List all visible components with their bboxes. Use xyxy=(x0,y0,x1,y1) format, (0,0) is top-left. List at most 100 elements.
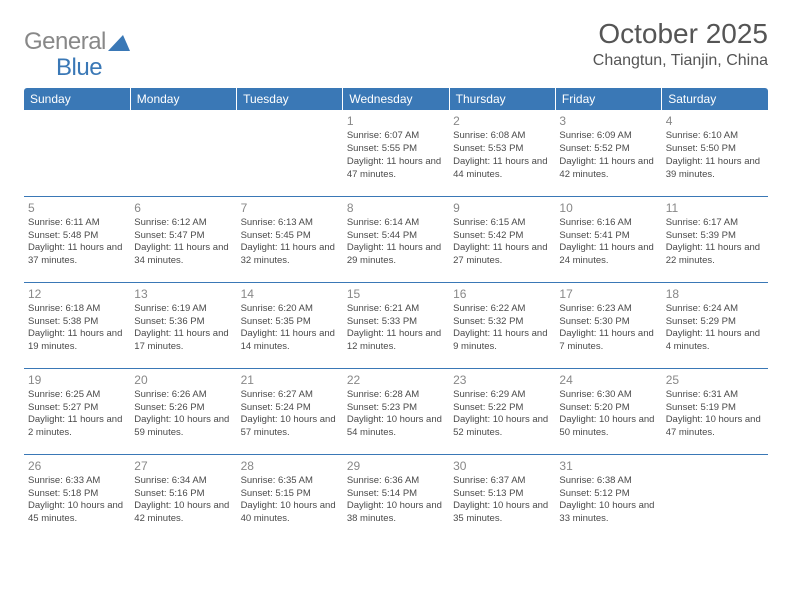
day-number: 12 xyxy=(28,286,126,302)
sunrise-text: Sunrise: 6:17 AM xyxy=(666,217,764,230)
sunset-text: Sunset: 5:15 PM xyxy=(241,488,339,501)
day-number: 4 xyxy=(666,113,764,129)
daylight-text: Daylight: 11 hours and 44 minutes. xyxy=(453,156,551,182)
sunrise-text: Sunrise: 6:15 AM xyxy=(453,217,551,230)
cell-details: Sunrise: 6:13 AMSunset: 5:45 PMDaylight:… xyxy=(241,217,339,268)
dayhead-sunday: Sunday xyxy=(24,88,130,110)
day-number: 6 xyxy=(134,200,232,216)
dayhead-monday: Monday xyxy=(130,88,236,110)
sunset-text: Sunset: 5:18 PM xyxy=(28,488,126,501)
sunset-text: Sunset: 5:29 PM xyxy=(666,316,764,329)
dayhead-tuesday: Tuesday xyxy=(237,88,343,110)
calendar-cell: 3Sunrise: 6:09 AMSunset: 5:52 PMDaylight… xyxy=(555,110,661,196)
daylight-text: Daylight: 11 hours and 39 minutes. xyxy=(666,156,764,182)
sunset-text: Sunset: 5:42 PM xyxy=(453,230,551,243)
dayhead-wednesday: Wednesday xyxy=(343,88,449,110)
day-number: 28 xyxy=(241,458,339,474)
calendar-cell: 6Sunrise: 6:12 AMSunset: 5:47 PMDaylight… xyxy=(130,196,236,282)
sunset-text: Sunset: 5:35 PM xyxy=(241,316,339,329)
calendar-cell xyxy=(237,110,343,196)
sunset-text: Sunset: 5:27 PM xyxy=(28,402,126,415)
sunrise-text: Sunrise: 6:13 AM xyxy=(241,217,339,230)
calendar-cell: 7Sunrise: 6:13 AMSunset: 5:45 PMDaylight… xyxy=(237,196,343,282)
day-number: 26 xyxy=(28,458,126,474)
day-number: 1 xyxy=(347,113,445,129)
daylight-text: Daylight: 11 hours and 42 minutes. xyxy=(559,156,657,182)
calendar-cell: 24Sunrise: 6:30 AMSunset: 5:20 PMDayligh… xyxy=(555,368,661,454)
calendar-cell: 27Sunrise: 6:34 AMSunset: 5:16 PMDayligh… xyxy=(130,454,236,540)
day-number: 18 xyxy=(666,286,764,302)
sunset-text: Sunset: 5:24 PM xyxy=(241,402,339,415)
calendar-cell: 23Sunrise: 6:29 AMSunset: 5:22 PMDayligh… xyxy=(449,368,555,454)
cell-details: Sunrise: 6:23 AMSunset: 5:30 PMDaylight:… xyxy=(559,303,657,354)
daylight-text: Daylight: 10 hours and 45 minutes. xyxy=(28,500,126,526)
sunset-text: Sunset: 5:53 PM xyxy=(453,143,551,156)
sunrise-text: Sunrise: 6:20 AM xyxy=(241,303,339,316)
cell-details: Sunrise: 6:34 AMSunset: 5:16 PMDaylight:… xyxy=(134,475,232,526)
sunset-text: Sunset: 5:12 PM xyxy=(559,488,657,501)
calendar-cell xyxy=(130,110,236,196)
day-number: 29 xyxy=(347,458,445,474)
day-number: 31 xyxy=(559,458,657,474)
cell-details: Sunrise: 6:15 AMSunset: 5:42 PMDaylight:… xyxy=(453,217,551,268)
daylight-text: Daylight: 11 hours and 17 minutes. xyxy=(134,328,232,354)
day-number: 24 xyxy=(559,372,657,388)
daylight-text: Daylight: 10 hours and 52 minutes. xyxy=(453,414,551,440)
day-number: 23 xyxy=(453,372,551,388)
cell-details: Sunrise: 6:31 AMSunset: 5:19 PMDaylight:… xyxy=(666,389,764,440)
sunrise-text: Sunrise: 6:12 AM xyxy=(134,217,232,230)
cell-details: Sunrise: 6:07 AMSunset: 5:55 PMDaylight:… xyxy=(347,130,445,181)
cell-details: Sunrise: 6:33 AMSunset: 5:18 PMDaylight:… xyxy=(28,475,126,526)
daylight-text: Daylight: 10 hours and 38 minutes. xyxy=(347,500,445,526)
calendar-cell: 28Sunrise: 6:35 AMSunset: 5:15 PMDayligh… xyxy=(237,454,343,540)
calendar-page: General October 2025 Changtun, Tianjin, … xyxy=(0,0,792,550)
sunset-text: Sunset: 5:19 PM xyxy=(666,402,764,415)
daylight-text: Daylight: 11 hours and 32 minutes. xyxy=(241,242,339,268)
calendar-cell: 17Sunrise: 6:23 AMSunset: 5:30 PMDayligh… xyxy=(555,282,661,368)
calendar-cell: 26Sunrise: 6:33 AMSunset: 5:18 PMDayligh… xyxy=(24,454,130,540)
calendar-cell: 5Sunrise: 6:11 AMSunset: 5:48 PMDaylight… xyxy=(24,196,130,282)
daylight-text: Daylight: 11 hours and 7 minutes. xyxy=(559,328,657,354)
daylight-text: Daylight: 11 hours and 2 minutes. xyxy=(28,414,126,440)
sunset-text: Sunset: 5:30 PM xyxy=(559,316,657,329)
calendar-cell xyxy=(662,454,768,540)
calendar-row: 1Sunrise: 6:07 AMSunset: 5:55 PMDaylight… xyxy=(24,110,768,196)
calendar-cell: 22Sunrise: 6:28 AMSunset: 5:23 PMDayligh… xyxy=(343,368,449,454)
sunset-text: Sunset: 5:14 PM xyxy=(347,488,445,501)
sunset-text: Sunset: 5:13 PM xyxy=(453,488,551,501)
calendar-cell: 25Sunrise: 6:31 AMSunset: 5:19 PMDayligh… xyxy=(662,368,768,454)
calendar-row: 26Sunrise: 6:33 AMSunset: 5:18 PMDayligh… xyxy=(24,454,768,540)
sunrise-text: Sunrise: 6:28 AM xyxy=(347,389,445,402)
calendar-cell: 9Sunrise: 6:15 AMSunset: 5:42 PMDaylight… xyxy=(449,196,555,282)
cell-details: Sunrise: 6:30 AMSunset: 5:20 PMDaylight:… xyxy=(559,389,657,440)
day-number: 19 xyxy=(28,372,126,388)
brand-logo: General xyxy=(24,28,130,56)
sunset-text: Sunset: 5:22 PM xyxy=(453,402,551,415)
calendar-cell: 18Sunrise: 6:24 AMSunset: 5:29 PMDayligh… xyxy=(662,282,768,368)
sunset-text: Sunset: 5:47 PM xyxy=(134,230,232,243)
daylight-text: Daylight: 10 hours and 40 minutes. xyxy=(241,500,339,526)
day-number: 15 xyxy=(347,286,445,302)
calendar-row: 5Sunrise: 6:11 AMSunset: 5:48 PMDaylight… xyxy=(24,196,768,282)
day-header-row: Sunday Monday Tuesday Wednesday Thursday… xyxy=(24,88,768,110)
cell-details: Sunrise: 6:26 AMSunset: 5:26 PMDaylight:… xyxy=(134,389,232,440)
calendar-cell: 13Sunrise: 6:19 AMSunset: 5:36 PMDayligh… xyxy=(130,282,236,368)
day-number: 27 xyxy=(134,458,232,474)
brand-text-general: General xyxy=(24,28,106,56)
sunrise-text: Sunrise: 6:35 AM xyxy=(241,475,339,488)
sunset-text: Sunset: 5:45 PM xyxy=(241,230,339,243)
daylight-text: Daylight: 10 hours and 59 minutes. xyxy=(134,414,232,440)
daylight-text: Daylight: 11 hours and 29 minutes. xyxy=(347,242,445,268)
location-text: Changtun, Tianjin, China xyxy=(593,52,768,70)
sunset-text: Sunset: 5:50 PM xyxy=(666,143,764,156)
cell-details: Sunrise: 6:35 AMSunset: 5:15 PMDaylight:… xyxy=(241,475,339,526)
sunrise-text: Sunrise: 6:11 AM xyxy=(28,217,126,230)
calendar-cell: 8Sunrise: 6:14 AMSunset: 5:44 PMDaylight… xyxy=(343,196,449,282)
cell-details: Sunrise: 6:17 AMSunset: 5:39 PMDaylight:… xyxy=(666,217,764,268)
cell-details: Sunrise: 6:29 AMSunset: 5:22 PMDaylight:… xyxy=(453,389,551,440)
calendar-cell: 21Sunrise: 6:27 AMSunset: 5:24 PMDayligh… xyxy=(237,368,343,454)
sunrise-text: Sunrise: 6:14 AM xyxy=(347,217,445,230)
sunrise-text: Sunrise: 6:24 AM xyxy=(666,303,764,316)
calendar-cell: 1Sunrise: 6:07 AMSunset: 5:55 PMDaylight… xyxy=(343,110,449,196)
cell-details: Sunrise: 6:37 AMSunset: 5:13 PMDaylight:… xyxy=(453,475,551,526)
